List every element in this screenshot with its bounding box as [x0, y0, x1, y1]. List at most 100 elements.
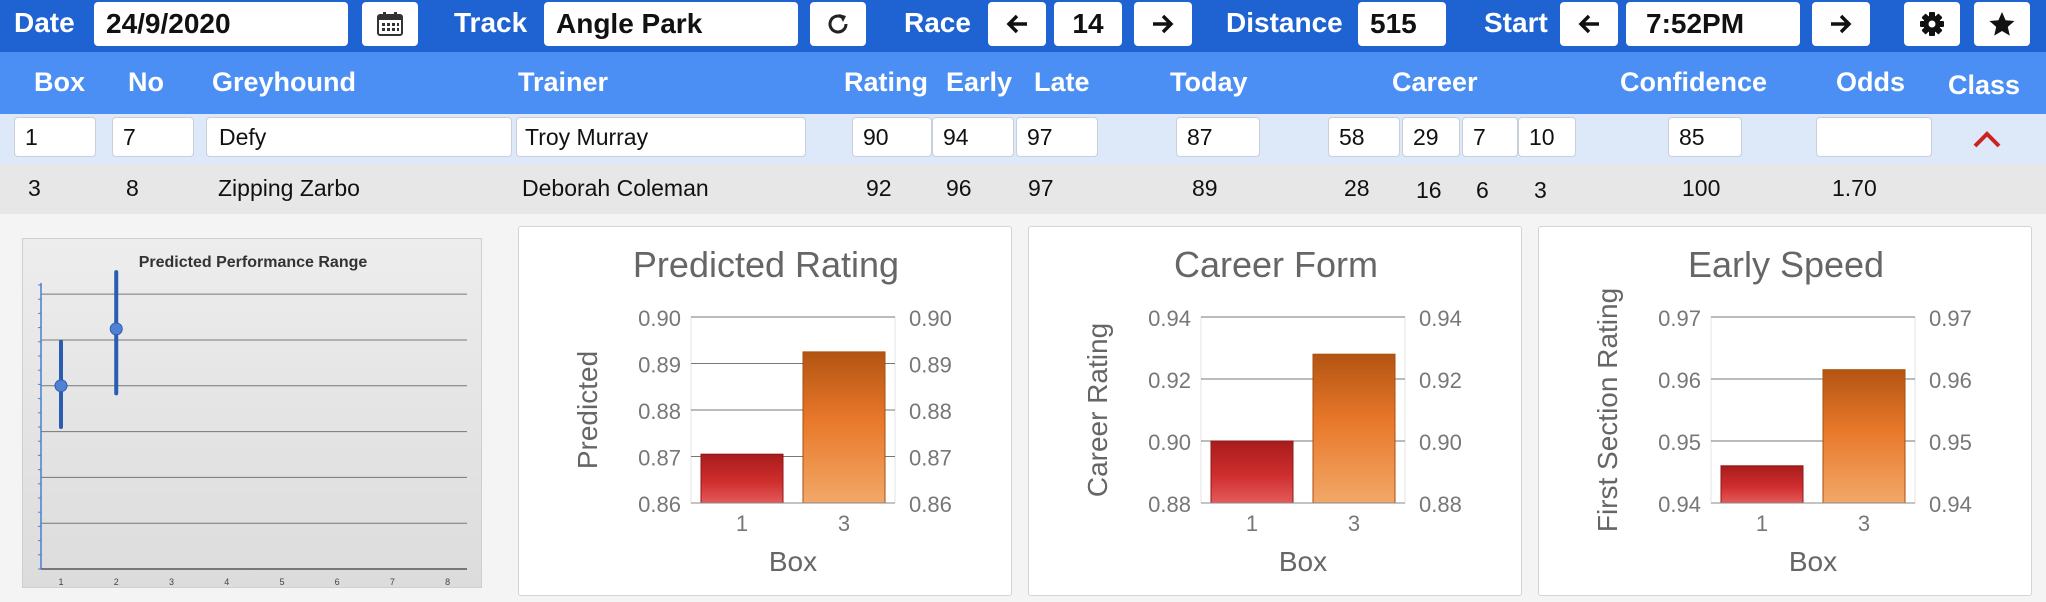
start-next-button[interactable] [1812, 2, 1870, 46]
rating-cell: 92 [866, 175, 892, 201]
y-tick-label-left: 0.94 [1148, 306, 1191, 331]
arrow-right-icon [1831, 14, 1852, 34]
confidence-input[interactable]: 85 [1668, 117, 1742, 157]
x-tick-label: 5 [279, 577, 284, 587]
box-cell: 3 [28, 175, 41, 201]
y-tick-label-right: 0.90 [909, 306, 952, 331]
chart-title: Early Speed [1688, 244, 1884, 285]
y-tick-label-left: 0.90 [638, 306, 681, 331]
bar [1720, 465, 1804, 504]
x-tick-label: 6 [335, 577, 340, 587]
y-tick-label-left: 0.95 [1658, 430, 1701, 455]
greyhound-cell: Zipping Zarbo [218, 175, 360, 201]
distance-label: Distance [1226, 7, 1343, 38]
career-seconds-input[interactable]: 7 [1462, 117, 1518, 157]
y-axis-label: First Section Rating [1592, 288, 1623, 532]
trainer-input[interactable]: Troy Murray [516, 117, 806, 157]
odds-cell: 1.70 [1832, 175, 1877, 201]
start-label: Start [1484, 7, 1548, 38]
collapse-chevron-icon[interactable] [1972, 130, 2002, 150]
career-thirds-input[interactable]: 10 [1518, 117, 1576, 157]
race-next-button[interactable] [1134, 2, 1192, 46]
track-label: Track [454, 7, 528, 38]
no-cell: 8 [126, 175, 139, 201]
y-tick-label-left: 0.97 [1658, 306, 1701, 331]
header-confidence[interactable]: Confidence [1620, 67, 1768, 97]
race-prev-button[interactable] [988, 2, 1046, 46]
y-axis-label: Predicted [572, 351, 603, 469]
x-tick-label: 1 [1246, 511, 1258, 536]
predicted-point [54, 379, 68, 393]
header-class[interactable]: Class [1948, 70, 2021, 100]
y-tick-label-left: 0.94 [1658, 492, 1701, 517]
performance-range-chart: Predicted Performance Range 1 2 3 4 5 6 7 8 [22, 238, 482, 588]
y-tick-label-right: 0.97 [1929, 306, 1972, 331]
confidence-cell: 100 [1682, 175, 1721, 201]
race-label: Race [904, 7, 971, 38]
settings-button[interactable] [1904, 2, 1960, 46]
header-career[interactable]: Career [1392, 67, 1478, 97]
career-thirds-cell: 3 [1534, 177, 1547, 203]
favorite-button[interactable] [1974, 2, 2030, 46]
header-late[interactable]: Late [1034, 67, 1090, 97]
header-rating[interactable]: Rating [844, 67, 928, 97]
y-axis-label: Career Rating [1082, 323, 1113, 497]
late-input[interactable]: 97 [1016, 117, 1098, 157]
today-cell: 89 [1192, 175, 1218, 201]
date-field[interactable]: 24/9/2020 [94, 2, 348, 46]
no-input[interactable]: 7 [112, 117, 194, 157]
y-tick-label-left: 0.86 [638, 492, 681, 517]
chart-title: Predicted Rating [633, 244, 899, 285]
early-cell: 96 [946, 175, 972, 201]
table-row[interactable]: 1 7 Defy Troy Murray 90 94 97 87 58 29 7… [0, 114, 2046, 164]
odds-input[interactable] [1816, 117, 1932, 157]
x-tick-label: 1 [736, 511, 748, 536]
greyhound-input[interactable]: Defy [206, 117, 512, 157]
header-greyhound[interactable]: Greyhound [212, 67, 357, 97]
distance-field[interactable]: 515 [1358, 2, 1446, 46]
start-prev-button[interactable] [1560, 2, 1618, 46]
race-number-field[interactable]: 14 [1054, 2, 1122, 46]
refresh-button[interactable] [810, 2, 866, 46]
bar [802, 351, 886, 504]
early-input[interactable]: 94 [932, 117, 1014, 157]
header-box[interactable]: Box [34, 67, 86, 97]
header-trainer[interactable]: Trainer [518, 67, 609, 97]
y-tick-label-right: 0.94 [1419, 306, 1462, 331]
y-tick-label-left: 0.88 [638, 399, 681, 424]
y-tick-label-left: 0.90 [1148, 430, 1191, 455]
y-tick-label-right: 0.86 [909, 492, 952, 517]
gear-icon [1920, 12, 1944, 36]
x-tick-label: 2 [114, 577, 119, 587]
performance-range-title: Predicted Performance Range [139, 254, 368, 271]
late-cell: 97 [1028, 175, 1054, 201]
y-tick-label-right: 0.87 [909, 446, 952, 471]
chart-title: Career Form [1174, 244, 1378, 285]
table-header: Box No Greyhound Trainer Rating Early La… [0, 52, 2046, 114]
predicted-rating-card: Predicted Rating 0.86 0.86 0.87 0.87 0.88 0.88… [518, 226, 1012, 596]
today-input[interactable]: 87 [1176, 117, 1260, 157]
x-tick-label: 1 [58, 577, 63, 587]
career-starts-cell: 28 [1344, 175, 1370, 201]
track-field[interactable]: Angle Park [544, 2, 798, 46]
header-no[interactable]: No [128, 67, 164, 97]
career-wins-cell: 16 [1416, 177, 1442, 203]
x-tick-label: 8 [445, 577, 450, 587]
career-starts-input[interactable]: 58 [1328, 117, 1400, 157]
y-tick-label-left: 0.88 [1148, 492, 1191, 517]
toolbar: Date 24/9/2020 Track Angle Park Race 14 [0, 0, 2046, 52]
x-tick-label: 3 [1858, 511, 1870, 536]
career-form-card: Career Form 0.88 0.88 0.90 0.90 0.92 0.92 0.94 0… [1028, 226, 1522, 596]
header-odds[interactable]: Odds [1836, 67, 1906, 97]
table-row[interactable]: 3 8 Zipping Zarbo Deborah Coleman 92 96 … [0, 164, 2046, 214]
x-axis-label: Box [769, 546, 817, 577]
header-early[interactable]: Early [946, 67, 1013, 97]
rating-input[interactable]: 90 [852, 117, 932, 157]
header-today[interactable]: Today [1170, 67, 1248, 97]
career-wins-input[interactable]: 29 [1402, 117, 1460, 157]
box-input[interactable]: 1 [14, 117, 96, 157]
early-speed-card: Early Speed 0.94 0.94 0.95 0.95 0.96 0.96 0.97 0… [1538, 226, 2032, 596]
calendar-button[interactable] [362, 2, 418, 46]
arrow-right-icon [1153, 14, 1174, 34]
start-time-field[interactable]: 7:52PM [1626, 2, 1800, 46]
